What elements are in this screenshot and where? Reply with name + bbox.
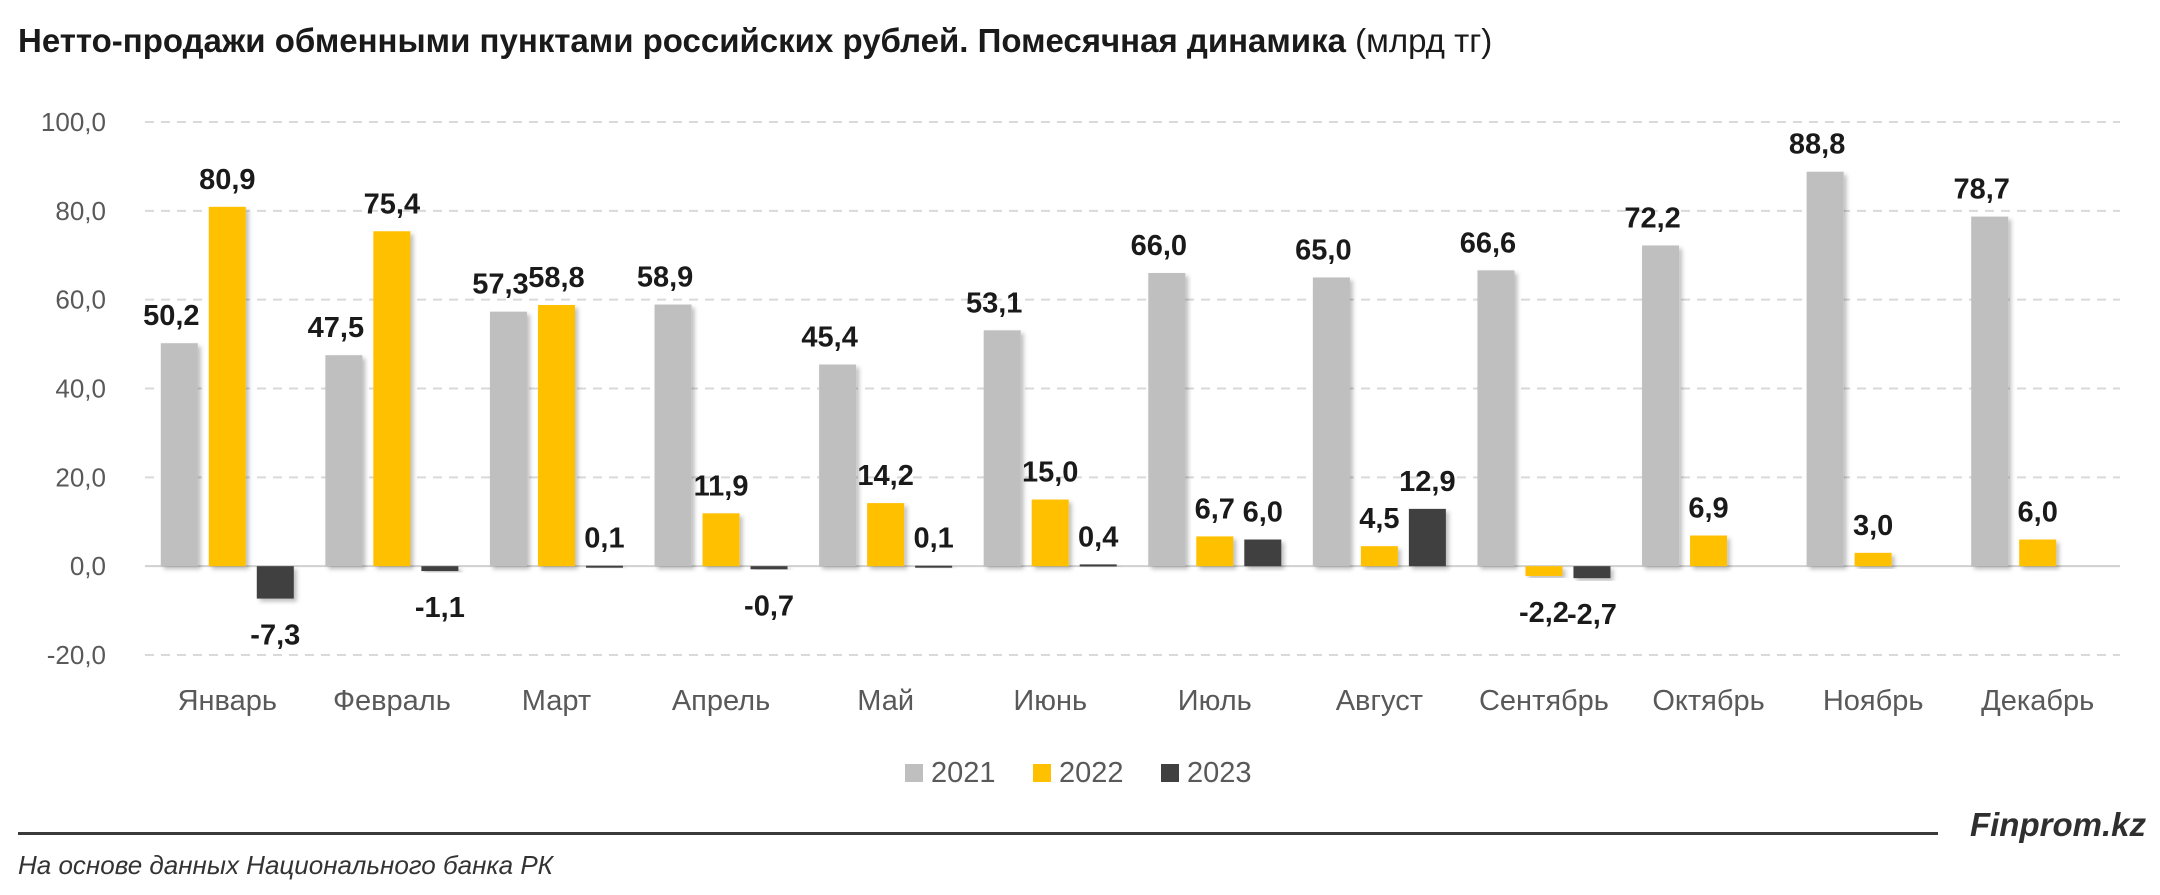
data-label-2022: 15,0 <box>1022 457 1078 489</box>
bar-2022 <box>1031 499 1069 567</box>
data-label-2022: 6,7 <box>1195 493 1235 525</box>
y-tick-label: 80,0 <box>55 196 106 226</box>
bar-2022 <box>1854 552 1892 567</box>
bar-2022 <box>1690 535 1728 567</box>
x-tick-label: Апрель <box>672 685 770 717</box>
bar-2021 <box>1312 277 1350 567</box>
data-label-2023: 0,1 <box>584 523 624 555</box>
y-tick-label: 40,0 <box>55 374 106 404</box>
bar-2023 <box>1079 564 1117 567</box>
legend-label-2022: 2022 <box>1059 757 1124 789</box>
data-label-2021: 88,8 <box>1789 129 1845 161</box>
x-tick-label: Сентябрь <box>1479 685 1609 717</box>
x-tick-label: Март <box>522 685 591 717</box>
data-label-2023: -7,3 <box>250 620 300 652</box>
x-tick-label: Ноябрь <box>1823 685 1924 717</box>
y-tick-label: 20,0 <box>55 462 106 492</box>
data-label-2021: 53,1 <box>966 287 1022 319</box>
bar-2022 <box>1525 566 1563 576</box>
bar-2022 <box>537 304 575 567</box>
data-label-2021: 50,2 <box>143 300 199 332</box>
legend-label-2021: 2021 <box>931 757 996 789</box>
data-label-2022: 58,8 <box>528 262 584 294</box>
bar-2021 <box>1148 273 1186 567</box>
data-label-2023: 0,1 <box>913 523 953 555</box>
data-label-2022: 6,9 <box>1688 493 1728 525</box>
data-label-2022: 6,0 <box>2018 497 2058 529</box>
bar-2023 <box>421 566 459 572</box>
data-label-2021: 58,9 <box>637 262 693 294</box>
bar-2023 <box>1244 539 1282 567</box>
x-tick-label: Июль <box>1178 685 1252 717</box>
data-label-2023: -1,1 <box>415 592 465 624</box>
bar-2021 <box>819 364 857 567</box>
data-label-2022: 75,4 <box>364 188 420 220</box>
bar-2023 <box>750 566 788 570</box>
data-label-2021: 47,5 <box>308 312 364 344</box>
data-label-2022: 80,9 <box>199 164 255 196</box>
y-tick-label: 100,0 <box>41 107 106 137</box>
bar-2023 <box>256 566 294 599</box>
data-label-2023: -0,7 <box>744 590 794 622</box>
x-tick-label: Февраль <box>333 685 451 717</box>
y-tick-label: -20,0 <box>47 640 106 670</box>
bar-2021 <box>489 311 527 567</box>
bar-2021 <box>160 343 198 567</box>
bar-2022 <box>373 231 411 567</box>
bar-2022 <box>867 503 905 567</box>
data-label-2022: 3,0 <box>1853 510 1893 542</box>
bar-2023 <box>585 565 623 568</box>
legend-swatch-2023 <box>1161 764 1179 782</box>
data-label-2023: -2,7 <box>1567 599 1617 631</box>
data-label-2021: 65,0 <box>1295 234 1351 266</box>
legend-swatch-2022 <box>1033 764 1051 782</box>
x-tick-label: Май <box>857 685 914 717</box>
bar-2022 <box>702 513 740 567</box>
legend-label-2023: 2023 <box>1187 757 1252 789</box>
bar-2023 <box>1573 566 1611 579</box>
data-label-2023: 0,4 <box>1078 521 1118 553</box>
x-tick-label: Август <box>1336 685 1423 717</box>
bar-2022 <box>2019 539 2057 567</box>
y-tick-label: 0,0 <box>70 551 106 581</box>
bar-2022 <box>1196 536 1234 567</box>
data-label-2021: 57,3 <box>472 269 528 301</box>
bar-2023 <box>1408 508 1446 567</box>
bar-2021 <box>1642 245 1680 567</box>
data-label-2022: 4,5 <box>1359 503 1399 535</box>
y-tick-label: 60,0 <box>55 285 106 315</box>
data-label-2021: 66,6 <box>1460 227 1516 259</box>
bar-2021 <box>1971 216 2009 567</box>
data-label-2021: 66,0 <box>1131 230 1187 262</box>
x-tick-label: Октябрь <box>1652 685 1764 717</box>
bar-2022 <box>208 206 246 567</box>
data-label-2023: 6,0 <box>1243 497 1283 529</box>
chart-title-main: Нетто-продажи обменными пунктами российс… <box>18 22 1346 59</box>
bar-2023 <box>915 565 953 568</box>
data-label-2022: 11,9 <box>694 470 749 502</box>
legend-swatch-2021 <box>905 764 923 782</box>
chart-title: Нетто-продажи обменными пунктами российс… <box>18 22 1492 60</box>
data-label-2021: 45,4 <box>801 322 857 354</box>
x-tick-label: Декабрь <box>1981 685 2094 717</box>
data-label-2022: 14,2 <box>857 460 913 492</box>
x-tick-label: Январь <box>178 685 277 717</box>
bar-2021 <box>983 330 1021 567</box>
data-label-2023: 12,9 <box>1399 466 1455 498</box>
bar-2022 <box>1360 546 1398 567</box>
brand-logo-text: Finprom.kz <box>1969 806 2146 843</box>
bar-2021 <box>1806 171 1844 567</box>
bar-2021 <box>654 304 692 567</box>
chart-title-unit: (млрд тг) <box>1355 22 1493 59</box>
data-label-2021: 78,7 <box>1953 174 2009 206</box>
data-label-2022: -2,2 <box>1519 597 1569 629</box>
x-tick-label: Июнь <box>1013 685 1087 717</box>
footer-divider <box>18 832 1938 835</box>
bar-2021 <box>1477 270 1515 567</box>
source-note: На основе данных Национального банка РК <box>18 850 554 880</box>
data-label-2021: 72,2 <box>1624 202 1680 234</box>
bar-2021 <box>325 355 363 567</box>
bar-chart: -20,0 0,0 20,0 40,0 60,0 80,0 100,0 50,2 80,9 -7,… <box>41 107 2120 789</box>
